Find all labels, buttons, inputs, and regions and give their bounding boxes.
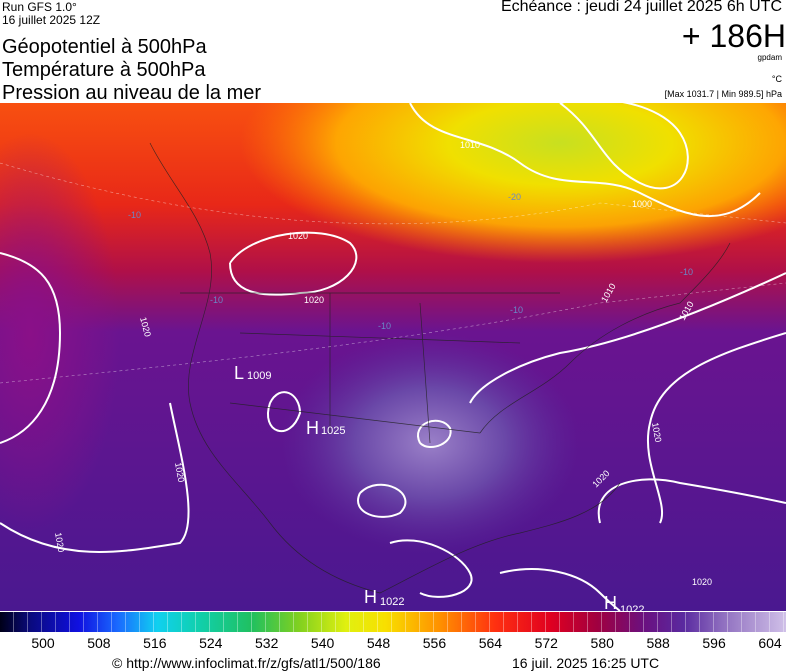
center-value: 1022 (620, 604, 644, 611)
timestamp: 16 juil. 2025 16:25 UTC (512, 655, 660, 671)
isobar-label: 1020 (173, 462, 186, 483)
isobar-label: 1020 (650, 422, 663, 443)
temp-label: -10 (210, 295, 223, 305)
source: © http://www.infoclimat.fr/z/gfs/atl1/50… (112, 655, 381, 671)
temp-label: -20 (508, 192, 521, 202)
temp-label: -10 (680, 267, 693, 277)
isobar-label: 1020 (692, 577, 712, 587)
scale-tick-label: 556 (422, 635, 447, 651)
run-date: 16 juillet 2025 12Z (2, 13, 101, 27)
center-letter: H (604, 593, 617, 611)
scale-tick-label: 532 (255, 635, 279, 651)
isobar-label: 1000 (632, 199, 652, 209)
scale-tick-label: 548 (366, 635, 391, 651)
scale-tick-label: 500 (31, 635, 55, 651)
center-value: 1025 (321, 425, 345, 437)
title: Température à 500hPa (2, 59, 206, 81)
scale-tick-label: 524 (199, 635, 223, 651)
isobar-label: 1020 (304, 295, 324, 305)
scale-tick-label: 572 (534, 635, 558, 651)
lead-time: + 186H (681, 18, 786, 54)
center-value: 1009 (247, 370, 271, 382)
unit: °C (771, 74, 782, 84)
scale-tick-label: 540 (310, 635, 335, 651)
isobar-label: 1010 (460, 140, 480, 150)
title: Pression au niveau de la mer (2, 82, 262, 104)
color-scale (0, 612, 786, 632)
center-letter: H (364, 587, 377, 607)
unit: gpdam (757, 53, 782, 62)
center-value: 1022 (380, 596, 404, 608)
temp-label: -10 (128, 210, 141, 220)
scale-tick-label: 604 (758, 635, 782, 651)
scale-tick-label: 580 (590, 635, 614, 651)
scale-tick-label: 508 (87, 635, 111, 651)
scale-tick-label: 564 (478, 635, 503, 651)
temp-label: -10 (510, 305, 523, 315)
isobar-label: 1020 (288, 231, 308, 241)
center-letter: L (234, 363, 244, 383)
forecast: Echéance : jeudi 24 juillet 2025 6h UTC (500, 0, 782, 15)
run: Run GFS 1.0° (2, 0, 77, 14)
center-letter: H (306, 418, 319, 438)
temp-label: -10 (378, 321, 391, 331)
scale-tick-label: 516 (143, 635, 167, 651)
pressure-range: [Max 1031.7 | Min 989.5] hPa (664, 89, 782, 99)
isobar-label: 1020 (53, 532, 66, 553)
map: 1010 1000 1020 1020 1020 1010 1010 1020 … (0, 103, 786, 611)
scale-tick-label: 596 (702, 635, 726, 651)
scale-tick-label: 588 (646, 635, 670, 651)
title: Géopotentiel à 500hPa (2, 36, 207, 58)
